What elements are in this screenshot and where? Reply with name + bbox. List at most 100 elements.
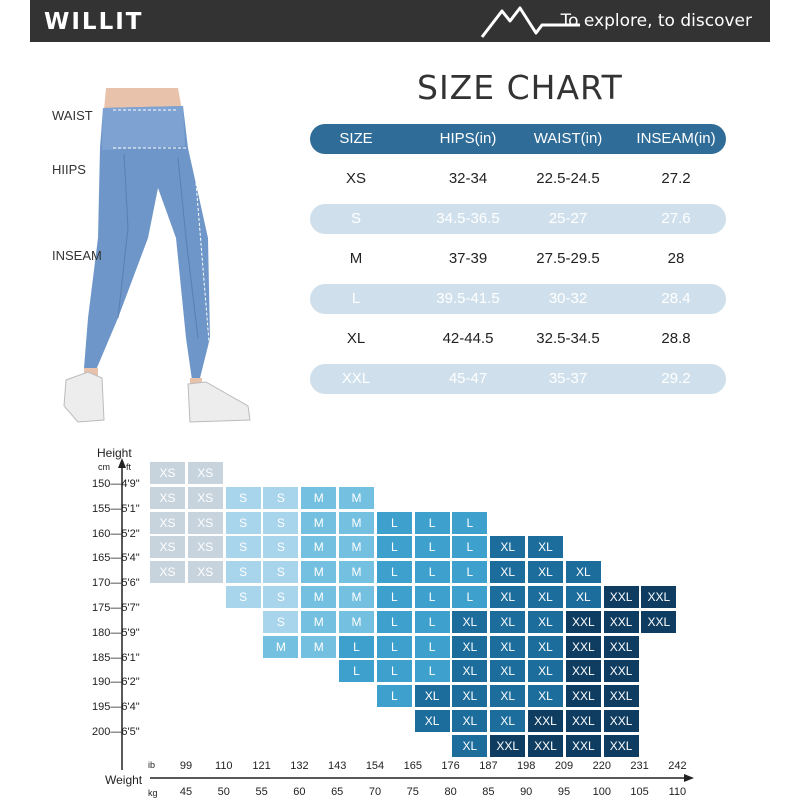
table-cell: 28 — [667, 250, 685, 267]
height-tick: 195—6'4" — [92, 701, 140, 713]
table-cell: 22.5-24.5 — [536, 170, 600, 187]
kg-unit-label: kg — [148, 788, 158, 798]
grid-cell-xl: XL — [452, 635, 488, 658]
grid-cell-l: L — [414, 536, 450, 559]
table-row: XL 42-44.5 32.5-34.5 28.8 — [310, 324, 726, 354]
grid-cell-xxl: XXL — [603, 710, 639, 732]
grid-cell-xxl: XXL — [565, 635, 601, 658]
table-header: SIZE HIPS(in) WAIST(in) INSEAM(in) — [310, 124, 726, 154]
grid-cell-m: M — [301, 486, 337, 509]
grid-cell-l: L — [376, 536, 412, 559]
height-tick-ft: 5'1" — [121, 502, 140, 515]
weight-tick-lb: 143 — [328, 760, 347, 772]
grid-cell-xxl: XXL — [565, 734, 601, 757]
table-row: L 39.5-41.5 30-32 28.4 — [310, 284, 726, 314]
weight-tick-lb: 121 — [252, 760, 271, 772]
weight-tick-lb: 132 — [290, 760, 309, 772]
grid-cell-m: M — [339, 511, 374, 534]
grid-cell-xxl: XXL — [603, 635, 639, 658]
height-tick: 185—6'1" — [92, 652, 140, 664]
table-row: M 37-39 27.5-29.5 28 — [310, 244, 726, 274]
grid-cell-s: S — [225, 486, 261, 509]
height-tick: 190—6'2" — [92, 676, 140, 688]
height-tick-cm: 180 — [92, 626, 111, 639]
table-cell: 28.4 — [661, 290, 691, 307]
weight-tick-lb: 242 — [668, 760, 687, 772]
weight-tick-lb: 154 — [365, 760, 385, 772]
height-tick: 150—4'9" — [92, 478, 140, 490]
grid-cell-xl: XL — [565, 561, 601, 584]
tick-mark: — — [110, 502, 122, 515]
height-tick-ft: 5'2" — [121, 527, 140, 540]
table-cell: 39.5-41.5 — [436, 290, 500, 307]
table-cell: SIZE — [339, 130, 373, 147]
grid-cell-m: M — [301, 610, 337, 633]
weight-tick-kg: 105 — [630, 786, 649, 798]
cm-unit-label: cm — [98, 462, 110, 472]
grid-cell-m: M — [301, 536, 337, 559]
grid-cell-xs: XS — [187, 511, 223, 534]
table-cell: XL — [346, 330, 366, 347]
height-tick-cm: 175 — [92, 602, 111, 614]
height-tick-ft: 5'6" — [121, 577, 140, 590]
height-tick-ft: 4'9" — [121, 478, 140, 490]
weight-tick-kg: 110 — [668, 786, 687, 798]
grid-cell-s: S — [263, 486, 299, 509]
height-tick-cm: 160 — [92, 527, 111, 540]
height-tick-ft: 5'7" — [121, 602, 140, 614]
table-cell: L — [351, 290, 361, 307]
grid-cell-s: S — [263, 610, 299, 633]
tagline: To explore, to discover — [560, 11, 752, 31]
grid-cell-xxl: XXL — [565, 710, 601, 732]
grid-cell-l: L — [339, 635, 374, 658]
tick-mark: — — [110, 602, 122, 614]
grid-cell-l: L — [376, 635, 412, 658]
grid-cell-s: S — [263, 511, 299, 534]
grid-cell-xs: XS — [150, 462, 185, 484]
grid-cell-l: L — [376, 511, 412, 534]
header-bar: WILLIT To explore, to discover — [30, 0, 770, 42]
weight-tick-lb: 110 — [215, 760, 233, 772]
grid-cell-xl: XL — [490, 610, 526, 633]
grid-cell-xs: XS — [150, 561, 185, 584]
grid-cell-l: L — [414, 635, 450, 658]
table-cell: 42-44.5 — [442, 330, 494, 347]
height-tick-ft: 6'1" — [121, 651, 140, 664]
grid-cell-xxl: XXL — [565, 610, 601, 633]
grid-cell-m: M — [263, 635, 299, 658]
grid-cell-xxl: XXL — [603, 586, 639, 608]
grid-cell-xl: XL — [452, 734, 488, 757]
table-cell: 32.5-34.5 — [536, 330, 600, 347]
grid-cell-m: M — [339, 610, 374, 633]
weight-tick-kg: 45 — [179, 786, 193, 798]
tick-mark: — — [110, 577, 122, 590]
table-cell: 35-37 — [548, 370, 588, 387]
grid-cell-xl: XL — [528, 586, 563, 608]
weight-tick-lb: 198 — [517, 760, 536, 772]
grid-cell-l: L — [376, 561, 412, 584]
table-cell: 25-27 — [548, 210, 588, 227]
height-tick-ft: 6'2" — [121, 676, 140, 689]
grid-cell-l: L — [414, 561, 450, 584]
weight-tick-kg: 80 — [444, 786, 457, 798]
tick-mark: — — [110, 478, 122, 490]
leggings-illustration — [63, 88, 251, 423]
height-tick-cm: 150 — [92, 478, 111, 490]
grid-cell-xs: XS — [150, 536, 185, 559]
tick-mark: — — [110, 726, 122, 738]
height-tick-ft: 6'4" — [121, 701, 140, 714]
grid-cell-xl: XL — [528, 610, 563, 633]
grid-cell-xxl: XXL — [565, 685, 601, 708]
weight-tick-kg: 65 — [331, 786, 344, 798]
grid-cell-xl: XL — [565, 586, 601, 608]
weight-tick-kg: 50 — [217, 786, 230, 798]
tick-mark: — — [110, 701, 122, 714]
grid-cell-xl: XL — [528, 561, 563, 584]
grid-cell-xxl: XXL — [603, 734, 639, 757]
grid-cell-xs: XS — [187, 462, 223, 484]
grid-cell-s: S — [225, 561, 261, 584]
grid-cell-s: S — [225, 536, 261, 559]
grid-cell-m: M — [301, 586, 337, 608]
grid-cell-s: S — [263, 586, 299, 608]
grid-cell-xl: XL — [490, 536, 526, 559]
